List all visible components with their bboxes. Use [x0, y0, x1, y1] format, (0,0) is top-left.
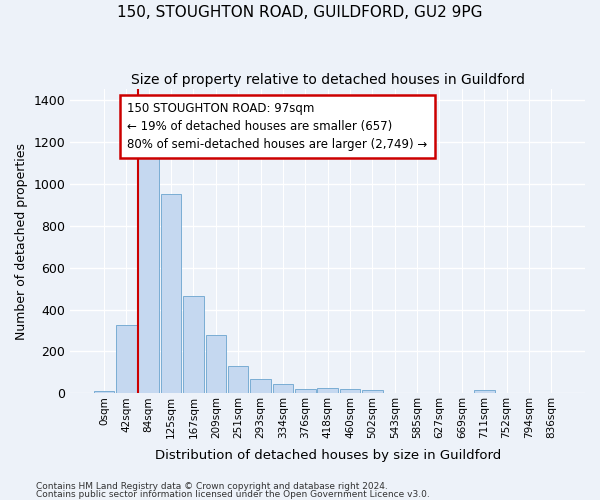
- Bar: [183, 296, 204, 394]
- Bar: [295, 390, 316, 394]
- Text: 150 STOUGHTON ROAD: 97sqm
← 19% of detached houses are smaller (657)
80% of semi: 150 STOUGHTON ROAD: 97sqm ← 19% of detac…: [127, 102, 428, 150]
- Bar: [362, 390, 383, 394]
- Bar: [317, 388, 338, 394]
- Y-axis label: Number of detached properties: Number of detached properties: [15, 143, 28, 340]
- Text: Contains HM Land Registry data © Crown copyright and database right 2024.: Contains HM Land Registry data © Crown c…: [36, 482, 388, 491]
- Bar: [161, 194, 181, 394]
- Bar: [340, 390, 361, 394]
- Bar: [139, 158, 159, 394]
- X-axis label: Distribution of detached houses by size in Guildford: Distribution of detached houses by size …: [155, 450, 501, 462]
- Bar: [206, 334, 226, 394]
- Bar: [116, 326, 137, 394]
- Bar: [250, 379, 271, 394]
- Bar: [228, 366, 248, 394]
- Title: Size of property relative to detached houses in Guildford: Size of property relative to detached ho…: [131, 72, 524, 86]
- Text: 150, STOUGHTON ROAD, GUILDFORD, GU2 9PG: 150, STOUGHTON ROAD, GUILDFORD, GU2 9PG: [117, 5, 483, 20]
- Text: Contains public sector information licensed under the Open Government Licence v3: Contains public sector information licen…: [36, 490, 430, 499]
- Bar: [474, 390, 494, 394]
- Bar: [272, 384, 293, 394]
- Bar: [94, 392, 114, 394]
